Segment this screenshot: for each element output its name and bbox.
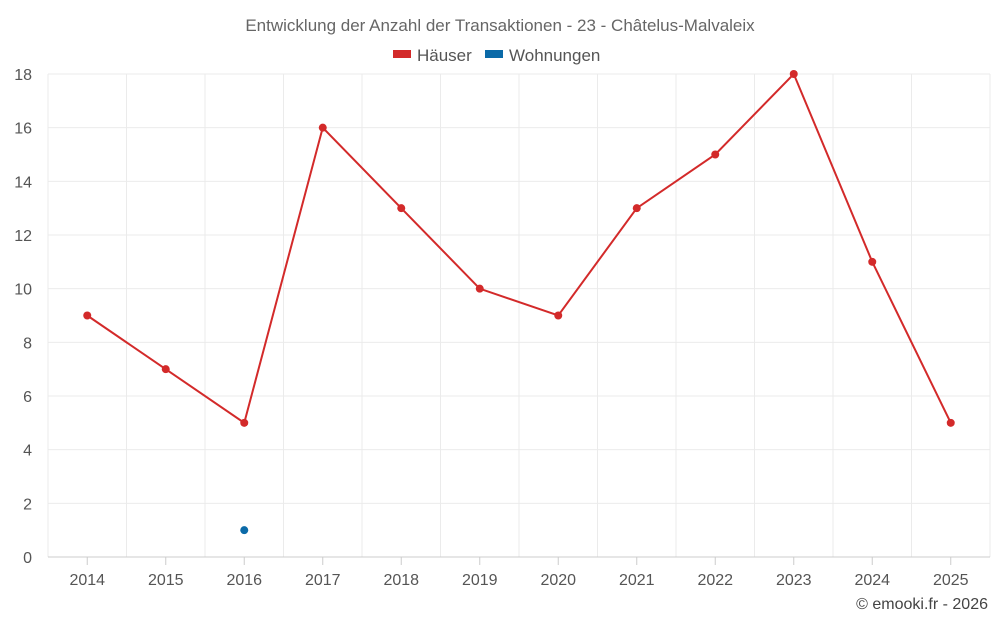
y-tick-label: 0	[23, 550, 32, 567]
y-tick-label: 10	[14, 282, 32, 299]
credit-text: © emooki.fr - 2026	[856, 596, 988, 613]
legend-label-wohnungen[interactable]: Wohnungen	[509, 46, 600, 65]
x-tick-label: 2025	[933, 572, 969, 589]
y-tick-label: 18	[14, 67, 32, 84]
x-tick-label: 2021	[619, 572, 655, 589]
x-tick-label: 2023	[776, 572, 812, 589]
x-tick-label: 2015	[148, 572, 184, 589]
x-tick-label: 2020	[540, 572, 576, 589]
x-tick-label: 2018	[383, 572, 419, 589]
x-tick-label: 2022	[697, 572, 733, 589]
legend: Häuser Wohnungen	[393, 46, 600, 65]
data-point-haeuser[interactable]	[632, 204, 641, 213]
x-tick-label: 2017	[305, 572, 341, 589]
series	[83, 70, 955, 535]
data-point-wohnungen[interactable]	[240, 526, 249, 535]
data-point-haeuser[interactable]	[475, 284, 484, 293]
data-point-haeuser[interactable]	[554, 311, 563, 320]
y-tick-label: 12	[14, 228, 32, 245]
legend-label-haeuser[interactable]: Häuser	[417, 46, 472, 65]
y-tick-label: 4	[23, 443, 32, 460]
axes: 0 2 4 6 8 10 12 14 16 18 2014 2015 2016 2017 2018 2019 2…	[14, 67, 990, 589]
grid	[47, 73, 991, 557]
data-point-haeuser[interactable]	[789, 70, 798, 78]
y-tick-label: 6	[23, 389, 32, 406]
x-tick-label: 2016	[226, 572, 262, 589]
y-tick-label: 16	[14, 121, 32, 138]
x-tick-label: 2014	[69, 572, 105, 589]
data-point-haeuser[interactable]	[240, 418, 249, 427]
legend-swatch-haeuser	[393, 50, 411, 58]
y-tick-label: 2	[23, 496, 32, 513]
legend-swatch-wohnungen	[485, 50, 503, 58]
data-point-haeuser[interactable]	[711, 150, 720, 159]
data-point-haeuser[interactable]	[318, 123, 327, 132]
chart-title: Entwicklung der Anzahl der Transaktionen…	[245, 16, 755, 35]
data-point-haeuser[interactable]	[868, 257, 877, 266]
data-point-haeuser[interactable]	[161, 365, 170, 374]
x-tick-label: 2019	[462, 572, 498, 589]
data-point-haeuser[interactable]	[83, 311, 92, 320]
series-line-haeuser	[86, 72, 952, 425]
data-point-haeuser[interactable]	[946, 418, 955, 427]
y-tick-label: 14	[14, 174, 32, 191]
data-point-haeuser[interactable]	[397, 204, 406, 213]
x-tick-label: 2024	[854, 572, 890, 589]
y-tick-label: 8	[23, 335, 32, 352]
